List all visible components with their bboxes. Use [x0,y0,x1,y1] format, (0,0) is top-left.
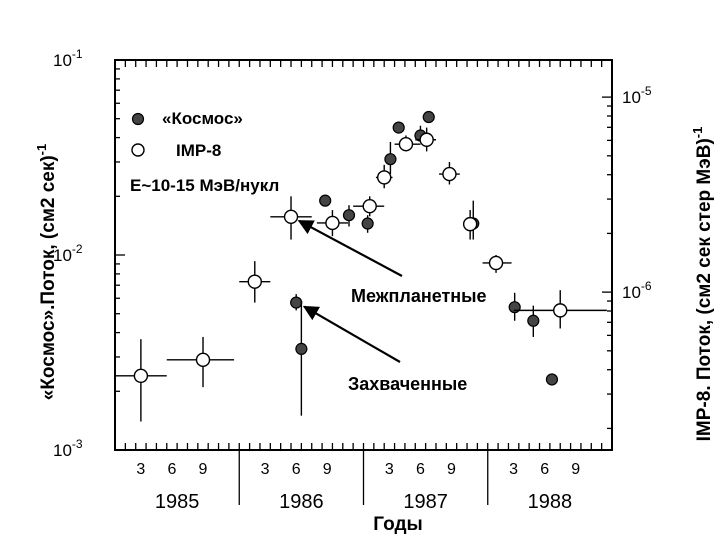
kosmos-point [392,121,405,134]
month-tick-label: 3 [509,461,518,478]
left-tick-label: 10-1 [53,47,83,70]
kosmos-point [384,153,397,166]
legend: «Космос» IMP-8 E~10-15 МэВ/нукл [130,109,279,195]
month-tick-label: 6 [292,461,301,478]
month-tick-label: 9 [447,461,456,478]
kosmos-point [295,342,308,355]
month-tick-label: 3 [261,461,270,478]
right-axis-title: IMP-8. Поток, (см2 сек стер МэВ)-1 [690,127,715,442]
month-tick-label: 3 [136,461,145,478]
kosmos-point [527,314,540,327]
tick-exponent: -5 [641,84,652,98]
tick-base: 10 [53,51,72,70]
kosmos-point [342,209,356,222]
tick-exponent: -1 [72,47,83,61]
kosmos-point [361,217,374,230]
imp8-point [247,274,262,289]
tick-base: 10 [622,88,641,107]
imp8-point [419,132,434,147]
tick-exponent: -3 [72,437,83,451]
tick-base: 10 [622,283,641,302]
imp8-point [362,198,377,214]
right-axis-title-sup: -1 [690,127,705,139]
legend-marker-filled [131,112,145,126]
kosmos-point [545,373,559,386]
imp8-point [398,137,414,152]
x-axis-title: Годы [373,514,422,535]
year-label: 1987 [403,491,448,513]
month-tick-label: 3 [385,461,394,478]
imp8-point [133,368,149,384]
month-tick-label: 9 [323,461,332,478]
month-tick-label: 6 [167,461,176,478]
imp8-point [462,216,478,232]
legend-label-kosmos: «Космос» [162,109,243,128]
kosmos-point [319,194,332,207]
annotation-interplanetary: Межпланетные [351,286,487,306]
month-tick-label: 9 [199,461,208,478]
imp8-point [325,215,340,231]
year-label: 1985 [155,491,200,513]
kosmos-point [422,110,435,124]
left-tick-label: 10-2 [53,242,83,265]
tick-base: 10 [53,246,72,265]
right-tick-label: 10-5 [622,84,652,107]
year-label: 1986 [279,491,324,513]
legend-label-imp8: IMP-8 [176,141,221,160]
legend-marker-open [131,143,145,157]
data-marks [115,110,607,422]
right-axis-title-main: IMP-8. Поток, (см2 сек стер МэВ) [694,138,715,441]
legend-label-energy: E~10-15 МэВ/нукл [130,176,279,195]
annotation-arrow [297,219,403,277]
month-tick-label: 6 [540,461,549,478]
left-axis-title-main: «Космос».Поток, (см2 сек) [38,155,59,400]
month-tick-label: 9 [571,461,580,478]
year-label: 1988 [528,491,573,513]
right-tick-label: 10-6 [622,279,652,302]
annotations: Межпланетные Захваченные [297,219,487,394]
kosmos-point [290,296,303,309]
annotation-trapped: Захваченные [348,374,467,394]
imp8-point [283,209,299,224]
left-tick-label: 10-3 [53,437,83,460]
imp8-point [195,352,211,368]
month-tick-label: 6 [416,461,425,478]
left-axis-title-sup: -1 [34,144,49,156]
left-axis-title: «Космос».Поток, (см2 сек)-1 [34,144,59,401]
tick-exponent: -6 [641,279,652,293]
imp8-point [377,170,392,185]
imp8-point [488,255,504,271]
imp8-point [442,166,457,182]
annotation-arrow [302,305,401,363]
tick-exponent: -2 [72,242,83,256]
tick-base: 10 [53,441,72,460]
imp8-point [553,303,568,318]
